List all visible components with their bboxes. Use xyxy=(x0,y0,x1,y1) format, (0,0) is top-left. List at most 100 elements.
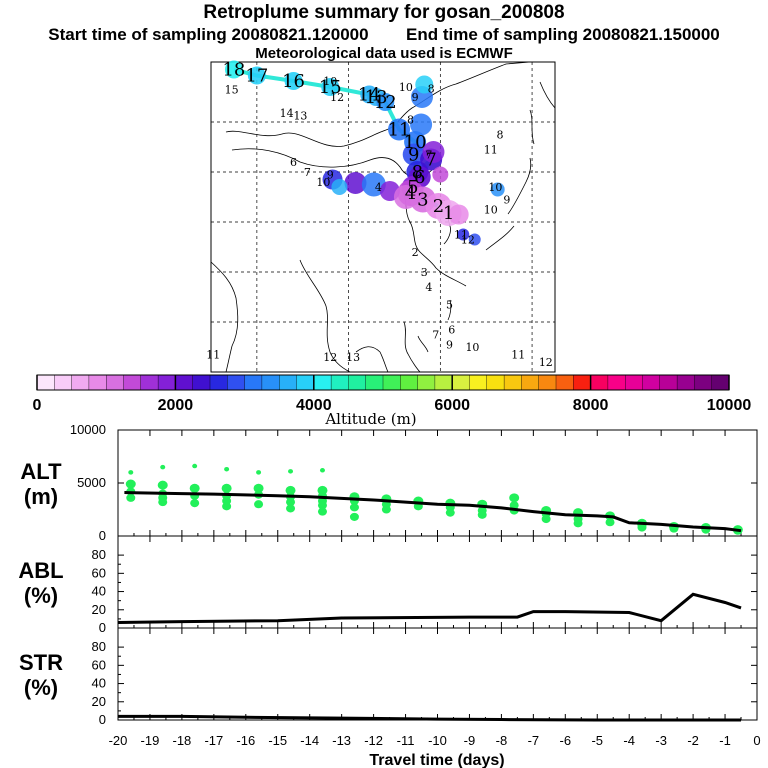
trajectory-day-label: 17 xyxy=(245,66,268,87)
trajectory-day-label: 13 xyxy=(365,87,388,108)
plume-bubble xyxy=(432,166,449,183)
panel-frame xyxy=(117,627,758,721)
colorbar-swatch xyxy=(157,374,176,391)
x-tick-label: -1 xyxy=(719,733,731,748)
cluster-day-label: 12 xyxy=(461,234,475,247)
panel-abl: ABL (%) 80 60 40 20 0 xyxy=(18,535,758,635)
colorbar-swatch xyxy=(296,374,315,391)
altitude-point xyxy=(605,518,615,527)
panel-frame xyxy=(117,429,758,537)
cluster-day-label: 13 xyxy=(346,351,360,364)
x-tick-label: -5 xyxy=(591,733,603,748)
altitude-point xyxy=(128,470,134,475)
coast-taiwan xyxy=(447,299,452,321)
trajectory-day-label: 12 xyxy=(374,92,397,113)
trajectory-day-label: 1 xyxy=(443,203,454,224)
colorbar-swatch xyxy=(676,374,695,391)
cluster-day-label: 4 xyxy=(375,181,382,194)
colorbar-swatch xyxy=(538,374,557,391)
plume-bubble xyxy=(448,204,469,225)
colorbar-swatch xyxy=(711,374,730,391)
start-time-label: Start time of sampling 20080821.120000 xyxy=(48,25,369,44)
colorbar-swatch xyxy=(469,374,488,391)
cluster-day-label: 7 xyxy=(425,149,432,162)
altitude-point xyxy=(189,483,200,493)
altitude-point xyxy=(190,499,200,508)
colorbar-swatch xyxy=(279,374,298,391)
trajectory-day-label: 5 xyxy=(407,177,418,198)
x-tick-label: -18 xyxy=(173,733,192,748)
trajectory-day-label: 11 xyxy=(388,120,411,141)
end-time-label: End time of sampling 20080821.150000 xyxy=(406,25,720,44)
cluster-day-label: 11 xyxy=(206,349,220,362)
altitude-point xyxy=(221,483,232,493)
cluster-day-label: 6 xyxy=(448,324,455,337)
panel-ylabel-line: STR xyxy=(19,650,63,675)
chart-title: Retroplume summary for gosan_200808 xyxy=(203,2,565,23)
colorbar-swatch xyxy=(36,374,55,391)
x-tick-label: -8 xyxy=(496,733,508,748)
colorbar-swatch xyxy=(330,374,349,391)
cluster-day-label: 11 xyxy=(511,349,525,362)
x-tick-label: -14 xyxy=(300,733,319,748)
map-gridlines xyxy=(211,62,555,372)
y-tick-label: 80 xyxy=(92,547,106,562)
altitude-point xyxy=(509,493,520,503)
colorbar-tick-labels: 0 2000 4000 6000 8000 10000 xyxy=(33,375,751,414)
plume-clusters xyxy=(224,60,505,246)
colorbar-swatch xyxy=(452,374,471,391)
colorbar-swatch xyxy=(434,374,453,391)
altitude-point xyxy=(317,501,327,510)
colorbar-swatch xyxy=(192,374,211,391)
coast-borneo xyxy=(355,346,389,373)
trajectory-day-label: 3 xyxy=(417,190,428,211)
x-tick-label: -4 xyxy=(623,733,635,748)
plume-bubble xyxy=(457,228,470,241)
altitude-point xyxy=(286,504,296,513)
altitude-point xyxy=(349,512,359,521)
altitude-point xyxy=(288,469,294,474)
colorbar-swatch xyxy=(521,374,540,391)
colorbar-swatch xyxy=(642,374,661,391)
plume-bubble xyxy=(284,72,303,90)
altitude-point xyxy=(477,510,487,519)
coast-china-east xyxy=(401,189,467,287)
colorbar-swatch xyxy=(244,374,263,391)
x-tick-label: -6 xyxy=(560,733,572,748)
cluster-day-label: 9 xyxy=(327,169,334,182)
altitude-point xyxy=(256,470,262,475)
coast-sakhalin xyxy=(529,109,535,145)
cluster-day-label: 7 xyxy=(304,166,311,179)
panel-str: STR (%) 80 60 40 20 0 xyxy=(19,627,758,727)
altitude-point xyxy=(192,463,198,469)
colorbar-swatch xyxy=(365,374,384,391)
colorbar-swatch xyxy=(417,374,436,391)
colorbar-swatch xyxy=(400,374,419,391)
plume-bubble xyxy=(415,75,434,94)
panel-ylabel-line: ALT xyxy=(20,459,62,484)
colorbar-swatch xyxy=(71,374,90,391)
cluster-day-label: 9 xyxy=(503,194,510,207)
colorbar-swatch xyxy=(607,374,626,391)
altitude-point xyxy=(158,498,168,507)
plume-bubble xyxy=(321,78,340,96)
altitude-line xyxy=(124,491,742,533)
cluster-day-label: 10 xyxy=(323,75,337,88)
y-tick-label: 10000 xyxy=(70,422,106,437)
coast-indochina xyxy=(299,259,351,373)
panel-ylabel-line: (m) xyxy=(24,484,58,509)
colorbar-tick-label: 4000 xyxy=(296,397,332,414)
abl-line xyxy=(117,592,742,625)
cluster-day-label: 9 xyxy=(412,91,419,104)
colorbar-swatch xyxy=(659,374,678,391)
cluster-day-label: 8 xyxy=(428,83,435,96)
colorbar-tick-label: 2000 xyxy=(158,397,194,414)
colorbar-swatch xyxy=(590,374,609,391)
trajectory-day-label: 16 xyxy=(282,71,305,92)
trajectory-day-label: 8 xyxy=(412,162,423,183)
x-tick-label: -16 xyxy=(236,733,255,748)
coast-philippines xyxy=(403,321,429,373)
colorbar-swatch xyxy=(54,374,73,391)
